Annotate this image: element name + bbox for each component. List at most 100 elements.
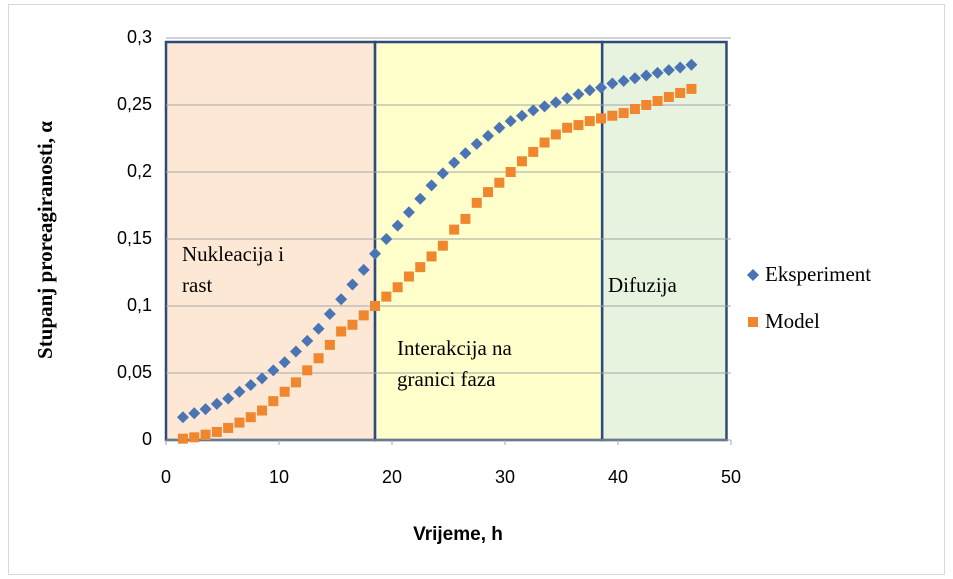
point bbox=[652, 95, 663, 106]
point bbox=[222, 392, 235, 405]
point bbox=[415, 262, 426, 273]
point bbox=[494, 177, 505, 188]
point bbox=[290, 377, 301, 388]
point bbox=[256, 372, 269, 385]
point bbox=[233, 385, 246, 398]
point bbox=[188, 407, 201, 420]
point bbox=[596, 113, 607, 124]
point bbox=[346, 278, 359, 291]
point bbox=[460, 213, 471, 224]
point bbox=[483, 187, 494, 198]
point bbox=[302, 365, 313, 376]
point bbox=[223, 422, 234, 433]
point bbox=[516, 156, 527, 167]
y-axis-label: Stupanj proreagiranosti, α bbox=[33, 121, 57, 359]
x-tick-label: 20 bbox=[382, 467, 402, 487]
point bbox=[369, 247, 382, 260]
point bbox=[380, 233, 393, 245]
point bbox=[504, 115, 517, 128]
point bbox=[381, 291, 392, 302]
y-tick-label: 0 bbox=[142, 429, 152, 449]
x-tick-label: 50 bbox=[721, 467, 741, 487]
y-tick-label: 0,3 bbox=[127, 27, 152, 47]
region bbox=[164, 40, 377, 442]
point bbox=[402, 206, 415, 219]
point bbox=[641, 100, 652, 110]
point bbox=[267, 364, 280, 377]
point bbox=[675, 87, 686, 98]
point bbox=[268, 396, 279, 407]
legend-marker bbox=[747, 269, 759, 281]
point bbox=[436, 167, 449, 180]
point bbox=[583, 84, 596, 97]
y-tick-label: 0,15 bbox=[117, 228, 152, 248]
point bbox=[618, 108, 629, 119]
point bbox=[358, 310, 369, 321]
point bbox=[539, 137, 550, 148]
point bbox=[561, 92, 574, 105]
point bbox=[562, 122, 573, 133]
point bbox=[674, 61, 687, 74]
point bbox=[538, 100, 551, 113]
point bbox=[515, 109, 528, 122]
point bbox=[210, 397, 223, 410]
point bbox=[324, 339, 335, 350]
point bbox=[391, 219, 404, 232]
point bbox=[629, 104, 640, 115]
point bbox=[470, 137, 483, 150]
point bbox=[528, 146, 539, 157]
point bbox=[200, 429, 211, 440]
point bbox=[189, 432, 200, 443]
point bbox=[651, 66, 664, 79]
labels: 0 0,05 0,1 0,15 0,2 0,25 0,3 0 10 20 30 40 50 Nukleac… bbox=[117, 27, 871, 487]
y-tick-label: 0,1 bbox=[127, 295, 152, 315]
point bbox=[403, 271, 414, 282]
point bbox=[527, 104, 540, 117]
point bbox=[572, 88, 585, 101]
x-tick-label: 30 bbox=[495, 467, 515, 487]
point bbox=[245, 412, 256, 423]
region-label: Nukleacija i bbox=[182, 242, 284, 266]
point bbox=[640, 69, 653, 82]
point bbox=[177, 433, 188, 444]
point bbox=[595, 81, 608, 94]
region-label: Interakcija na bbox=[397, 336, 513, 360]
point bbox=[323, 308, 336, 321]
point bbox=[628, 72, 641, 85]
legend-label: Eksperiment bbox=[765, 262, 871, 286]
point bbox=[414, 192, 427, 205]
point bbox=[211, 426, 222, 437]
region bbox=[373, 40, 604, 442]
point bbox=[370, 301, 381, 311]
point bbox=[584, 116, 595, 127]
point bbox=[471, 197, 482, 208]
point bbox=[662, 64, 675, 77]
point bbox=[550, 129, 561, 140]
point bbox=[176, 411, 189, 424]
x-tick-label: 10 bbox=[269, 467, 289, 487]
point bbox=[505, 167, 516, 177]
point bbox=[459, 147, 472, 160]
point bbox=[685, 58, 698, 71]
point bbox=[617, 74, 630, 87]
point bbox=[449, 224, 460, 235]
point bbox=[335, 293, 348, 306]
point bbox=[278, 356, 291, 369]
x-axis-label: Vrijeme, h bbox=[413, 524, 503, 545]
point bbox=[663, 91, 674, 102]
point bbox=[437, 240, 448, 251]
point bbox=[392, 282, 403, 293]
point bbox=[425, 179, 438, 192]
y-tick-label: 0,2 bbox=[127, 161, 152, 181]
point bbox=[357, 263, 370, 276]
point bbox=[313, 353, 324, 364]
point bbox=[606, 77, 619, 90]
point bbox=[301, 334, 314, 347]
marks bbox=[176, 58, 698, 444]
y-tick-label: 0,05 bbox=[117, 362, 152, 382]
point bbox=[279, 386, 290, 397]
regions bbox=[164, 40, 728, 442]
point bbox=[493, 121, 506, 134]
point bbox=[336, 326, 347, 337]
